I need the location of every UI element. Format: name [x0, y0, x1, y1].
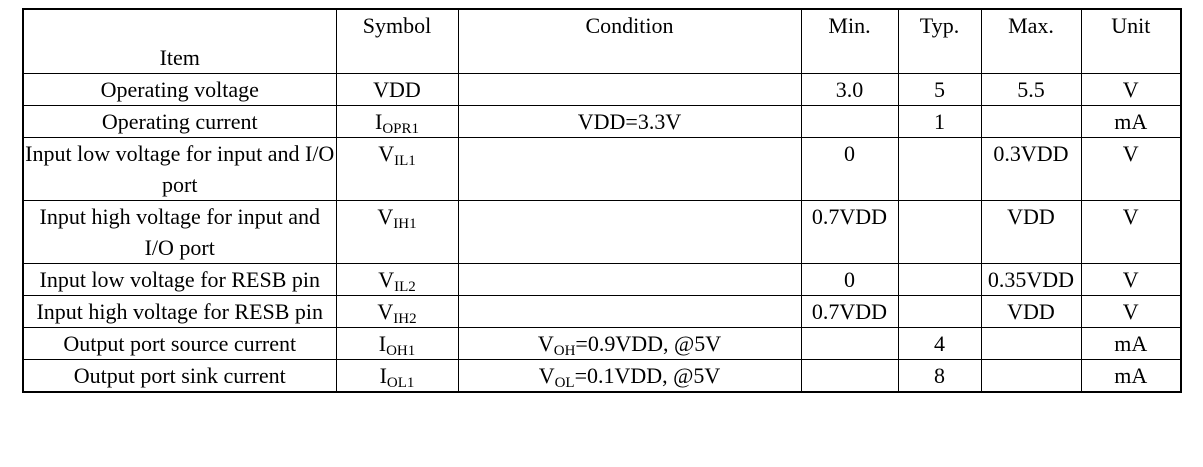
empty-cell: [800, 327, 899, 360]
table-row: Output port sink current IOL1 VOL=0.1VDD, …: [22, 359, 1182, 393]
text: V: [538, 363, 555, 388]
cell: mA: [1080, 359, 1182, 393]
text: =0.9VDD, @5V: [575, 331, 722, 356]
empty-cell: [457, 200, 802, 264]
cell: 4: [897, 327, 982, 360]
cell: VDD: [980, 200, 1082, 264]
cell: VDD: [980, 295, 1082, 328]
cell: 0.7VDD: [800, 295, 899, 328]
cell: VIH2: [335, 295, 459, 328]
empty-cell: [980, 327, 1082, 360]
empty-cell: [800, 359, 899, 393]
subscript: IL1: [394, 153, 416, 169]
spec-table: Item Symbol Condition Min. Typ. Max. Unit Oper…: [22, 8, 1182, 393]
cell: V: [1080, 263, 1182, 296]
cell: 5.5: [980, 73, 1082, 106]
subscript: OL1: [386, 375, 415, 391]
header-cell: Unit: [1080, 8, 1182, 74]
cell: 0.7VDD: [800, 200, 899, 264]
empty-cell: [897, 295, 982, 328]
text: V: [378, 267, 395, 292]
cell: mA: [1080, 327, 1182, 360]
empty-cell: [980, 359, 1082, 393]
cell: V: [1080, 73, 1182, 106]
cell: Input low voltage for input and I/O port: [22, 137, 337, 201]
subscript: IH2: [393, 311, 417, 327]
text: V: [377, 204, 394, 229]
text: V: [378, 141, 395, 166]
cell: V: [1080, 200, 1182, 264]
cell: VDD=3.3V: [457, 105, 802, 138]
cell: V: [1080, 137, 1182, 201]
text: I: [379, 363, 387, 388]
cell: VOL=0.1VDD, @5V: [457, 359, 802, 393]
cell: mA: [1080, 105, 1182, 138]
header-cell: Item: [22, 8, 337, 74]
header-cell: Max.: [980, 8, 1082, 74]
cell: 8: [897, 359, 982, 393]
empty-cell: [457, 263, 802, 296]
cell: Operating voltage: [22, 73, 337, 106]
text: V: [537, 331, 554, 356]
cell: 5: [897, 73, 982, 106]
empty-cell: [800, 105, 899, 138]
cell: VIL2: [335, 263, 459, 296]
text: I: [378, 331, 387, 356]
subscript: OH: [553, 343, 576, 359]
empty-cell: [897, 200, 982, 264]
cell: 0.35VDD: [980, 263, 1082, 296]
empty-cell: [457, 73, 802, 106]
cell: Output port sink current: [22, 359, 337, 393]
empty-cell: [897, 137, 982, 201]
header-row: Item Symbol Condition Min. Typ. Max. Unit: [22, 8, 1182, 74]
cell: VIL1: [335, 137, 459, 201]
header-cell: Condition: [457, 8, 802, 74]
cell: IOPR1: [335, 105, 459, 138]
subscript: OL: [554, 375, 575, 391]
cell: Operating current: [22, 105, 337, 138]
cell: Input high voltage for RESB pin: [22, 295, 337, 328]
cell: 0: [800, 137, 899, 201]
cell: VOH=0.9VDD, @5V: [457, 327, 802, 360]
subscript: OPR1: [382, 121, 419, 137]
header-cell: Symbol: [335, 8, 459, 74]
cell: Input high voltage for input and I/O por…: [22, 200, 337, 264]
cell: VDD: [335, 73, 459, 106]
cell: V: [1080, 295, 1182, 328]
header-cell: Min.: [800, 8, 899, 74]
empty-cell: [897, 263, 982, 296]
table-row: Input low voltage for input and I/O port…: [22, 137, 1182, 201]
table-row: Operating current IOPR1 VDD=3.3V 1 mA: [22, 105, 1182, 138]
text: =0.1VDD, @5V: [574, 363, 721, 388]
cell: Input low voltage for RESB pin: [22, 263, 337, 296]
table-row: Input high voltage for input and I/O por…: [22, 200, 1182, 264]
text: I: [374, 109, 383, 134]
text: V: [377, 299, 394, 324]
cell: 0.3VDD: [980, 137, 1082, 201]
table-body: Operating voltage VDD 3.0 5 5.5 V Operating cu…: [22, 73, 1182, 393]
empty-cell: [457, 295, 802, 328]
subscript: IH1: [393, 216, 417, 232]
cell: VIH1: [335, 200, 459, 264]
subscript: OH1: [386, 343, 416, 359]
cell: 3.0: [800, 73, 899, 106]
cell: 1: [897, 105, 982, 138]
table-row: Input high voltage for RESB pin VIH2 0.7VD…: [22, 295, 1182, 328]
empty-cell: [457, 137, 802, 201]
empty-cell: [980, 105, 1082, 138]
subscript: IL2: [394, 279, 416, 295]
table-row: Operating voltage VDD 3.0 5 5.5 V: [22, 73, 1182, 106]
table-row: Input low voltage for RESB pin VIL2 0 0.35V…: [22, 263, 1182, 296]
table-row: Output port source current IOH1 VOH=0.9VDD…: [22, 327, 1182, 360]
cell: 0: [800, 263, 899, 296]
cell: IOL1: [335, 359, 459, 393]
header-cell: Typ.: [897, 8, 982, 74]
cell: Output port source current: [22, 327, 337, 360]
cell: IOH1: [335, 327, 459, 360]
